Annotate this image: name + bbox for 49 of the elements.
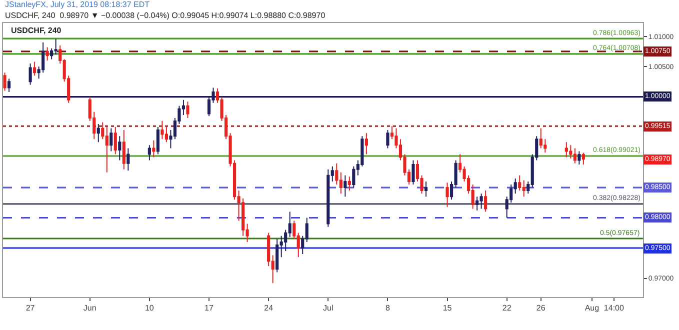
candlestick bbox=[364, 132, 368, 155]
candlestick bbox=[476, 196, 479, 212]
x-tick-label: 26 bbox=[536, 304, 546, 313]
candlestick bbox=[539, 128, 542, 149]
candlestick bbox=[126, 148, 130, 172]
candlestick bbox=[46, 46, 49, 61]
candlestick bbox=[28, 63, 32, 86]
candlestick bbox=[156, 126, 160, 155]
candlestick bbox=[578, 150, 581, 166]
candlestick bbox=[160, 120, 164, 140]
x-tick-label: Jul bbox=[323, 304, 334, 313]
x-tick-label: 10 bbox=[144, 304, 154, 313]
candlestick bbox=[424, 180, 428, 198]
x-tick-label: 14:00 bbox=[604, 304, 624, 313]
candlestick bbox=[7, 78, 11, 92]
candlestick bbox=[480, 193, 483, 210]
candlestick bbox=[344, 174, 347, 198]
x-tick-label: 27 bbox=[26, 304, 36, 313]
x-tick-label: 15 bbox=[442, 304, 452, 313]
candlestick bbox=[522, 180, 526, 198]
chart-title: JStanleyFX, July 31, 2019 08:18:37 EDT bbox=[5, 0, 150, 9]
x-tick-label: 8 bbox=[385, 304, 390, 313]
x-tick-label: 17 bbox=[204, 304, 214, 313]
x-tick-label: 24 bbox=[264, 304, 274, 313]
x-tick-label: Aug bbox=[584, 304, 600, 313]
candlestick bbox=[110, 128, 113, 152]
candlestick bbox=[326, 168, 330, 228]
candlestick bbox=[114, 126, 117, 155]
candlestick bbox=[122, 130, 126, 170]
candlestick bbox=[573, 148, 576, 164]
candlestick bbox=[3, 72, 6, 92]
candlestick bbox=[33, 61, 36, 76]
candlestick bbox=[348, 176, 351, 192]
candlestick bbox=[96, 124, 100, 143]
candlestick bbox=[412, 160, 415, 185]
chart-subtitle: USDCHF, 240 0.98970 ▼ −0.00038 (−0.04%) O:0.99045 H:0.99074 L:0.98880 C:0.98970 bbox=[5, 11, 326, 20]
candlestick bbox=[484, 190, 488, 212]
x-tick-label: 22 bbox=[502, 304, 512, 313]
candlestick bbox=[446, 182, 449, 208]
candlestick bbox=[582, 152, 585, 166]
x-tick-label: Jun bbox=[83, 304, 96, 313]
candlestick bbox=[148, 144, 151, 161]
annotation: USDCHF, 240 bbox=[11, 26, 62, 35]
candlestick bbox=[118, 136, 122, 161]
candlestick bbox=[564, 142, 568, 158]
candlestick bbox=[276, 238, 279, 273]
candlestick bbox=[152, 140, 156, 158]
candlestick bbox=[386, 130, 390, 149]
candlestick bbox=[186, 101, 190, 118]
